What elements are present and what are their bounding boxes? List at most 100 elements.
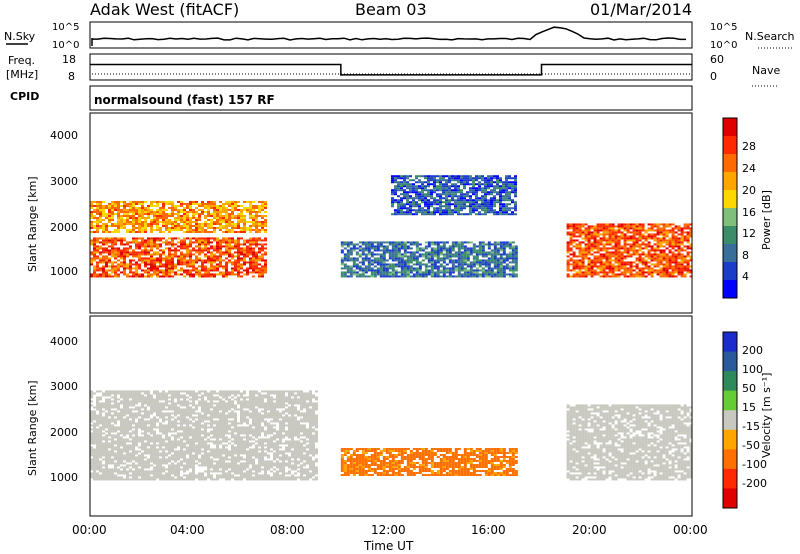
power-cell: [656, 257, 660, 260]
power-cell: [430, 183, 433, 186]
power-cell: [427, 195, 430, 198]
power-cell: [373, 259, 377, 262]
power-cell: [355, 263, 359, 266]
velocity-cell: [105, 452, 108, 455]
power-cell: [641, 227, 645, 230]
power-cell: [195, 231, 198, 233]
power-cell: [192, 209, 195, 211]
power-cell: [496, 201, 499, 204]
power-cell: [647, 265, 651, 268]
power-cell: [177, 261, 180, 264]
power-cell: [129, 207, 132, 209]
power-cell: [415, 209, 418, 212]
power-cell: [578, 227, 582, 230]
power-cell: [240, 243, 243, 246]
power-cell: [439, 247, 443, 250]
power-cell: [478, 207, 481, 210]
power-cell: [451, 243, 455, 246]
velocity-cell: [114, 454, 117, 457]
power-cell: [602, 245, 606, 248]
power-cell: [123, 251, 126, 254]
power-cell: [662, 227, 666, 230]
velocity-cell: [120, 426, 123, 429]
velocity-cell: [156, 466, 159, 469]
power-cell: [511, 213, 514, 216]
power-cell: [623, 247, 627, 250]
power-cell: [469, 269, 473, 272]
power-cell: [421, 191, 424, 194]
power-cell: [135, 207, 138, 209]
power-cell: [93, 253, 96, 256]
power-cell: [99, 267, 102, 270]
velocity-cell: [93, 438, 96, 441]
power-cell: [439, 205, 442, 208]
power-cell: [427, 257, 431, 260]
power-cell: [439, 189, 442, 192]
power-cell: [403, 241, 407, 244]
power-cell: [454, 211, 457, 214]
power-cell: [505, 263, 509, 266]
power-cell: [367, 265, 371, 268]
power-cell: [186, 243, 189, 246]
power-cell: [102, 207, 105, 209]
power-cell: [177, 229, 180, 231]
power-cell: [505, 207, 508, 210]
power-cell: [478, 259, 482, 262]
power-cell: [650, 249, 654, 252]
velocity-cell: [150, 464, 153, 467]
velocity-cell: [147, 412, 150, 415]
power-cell: [153, 219, 156, 221]
power-cell: [430, 205, 433, 208]
velocity-cell: [147, 474, 150, 477]
power-cell: [255, 253, 258, 256]
power-cell: [162, 259, 165, 262]
power-cell: [189, 245, 192, 248]
power-cell: [135, 201, 138, 203]
power-cell: [442, 209, 445, 212]
power-cell: [502, 253, 506, 256]
power-cell: [141, 259, 144, 262]
noise-left-label: N.Sky: [4, 30, 36, 43]
velocity-cell: [162, 474, 165, 477]
power-cell: [394, 179, 397, 182]
power-cell: [487, 259, 491, 262]
power-cell: [406, 181, 409, 184]
power-cell: [451, 247, 455, 250]
power-cell: [156, 205, 159, 207]
power-cell: [246, 251, 249, 254]
power-cell: [355, 273, 359, 276]
power-cell: [614, 233, 618, 236]
power-cell: [210, 245, 213, 248]
power-cell: [511, 207, 514, 210]
power-cell: [249, 229, 252, 231]
power-cell: [171, 227, 174, 229]
velocity-cell: [144, 432, 147, 435]
power-cell: [135, 273, 138, 276]
power-cell: [105, 275, 108, 278]
power-cell: [593, 269, 597, 272]
power-cell: [228, 237, 231, 240]
power-cell: [111, 247, 114, 250]
power-cell: [511, 253, 515, 256]
power-cell: [123, 261, 126, 264]
power-cell: [382, 247, 386, 250]
power-cell: [117, 219, 120, 221]
power-cell: [587, 229, 591, 232]
velocity-cell: [138, 426, 141, 429]
power-cell: [174, 237, 177, 240]
power-cell: [442, 269, 446, 272]
velocity-cell: [96, 462, 99, 465]
power-cell: [120, 255, 123, 258]
velocity-cell: [102, 448, 105, 451]
power-cell: [370, 259, 374, 262]
power-cell: [445, 175, 448, 178]
power-cell: [213, 213, 216, 215]
power-cell: [451, 183, 454, 186]
velocity-cell: [123, 390, 126, 393]
velocity-cell: [132, 440, 135, 443]
power-cell: [261, 257, 264, 260]
power-cell: [264, 231, 267, 233]
power-cell: [189, 237, 192, 240]
power-cell: [650, 267, 654, 270]
power-cell: [144, 271, 147, 274]
